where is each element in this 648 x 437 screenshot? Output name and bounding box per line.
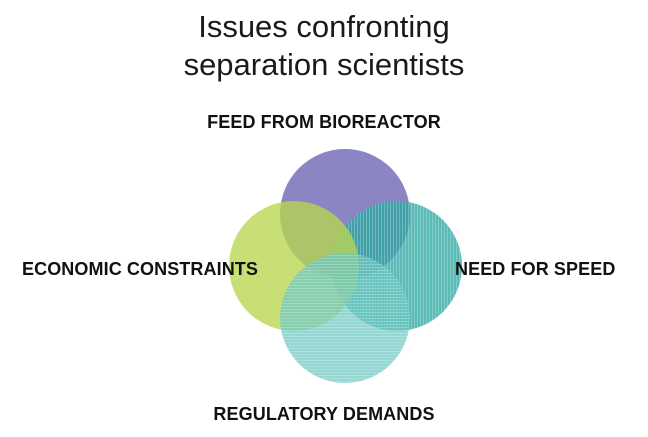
label-regulatory-demands: REGULATORY DEMANDS: [213, 404, 435, 424]
circle-regulatory-demands-texture: [280, 253, 410, 383]
label-economic-constraints: ECONOMIC CONSTRAINTS: [22, 259, 258, 279]
title-line-1: Issues confronting: [198, 9, 450, 44]
page-title: Issues confronting separation scientists: [0, 8, 648, 84]
label-feed-from-bioreactor: FEED FROM BIOREACTOR: [207, 112, 441, 132]
label-need-for-speed: NEED FOR SPEED: [455, 259, 616, 279]
title-line-2: separation scientists: [183, 47, 465, 82]
